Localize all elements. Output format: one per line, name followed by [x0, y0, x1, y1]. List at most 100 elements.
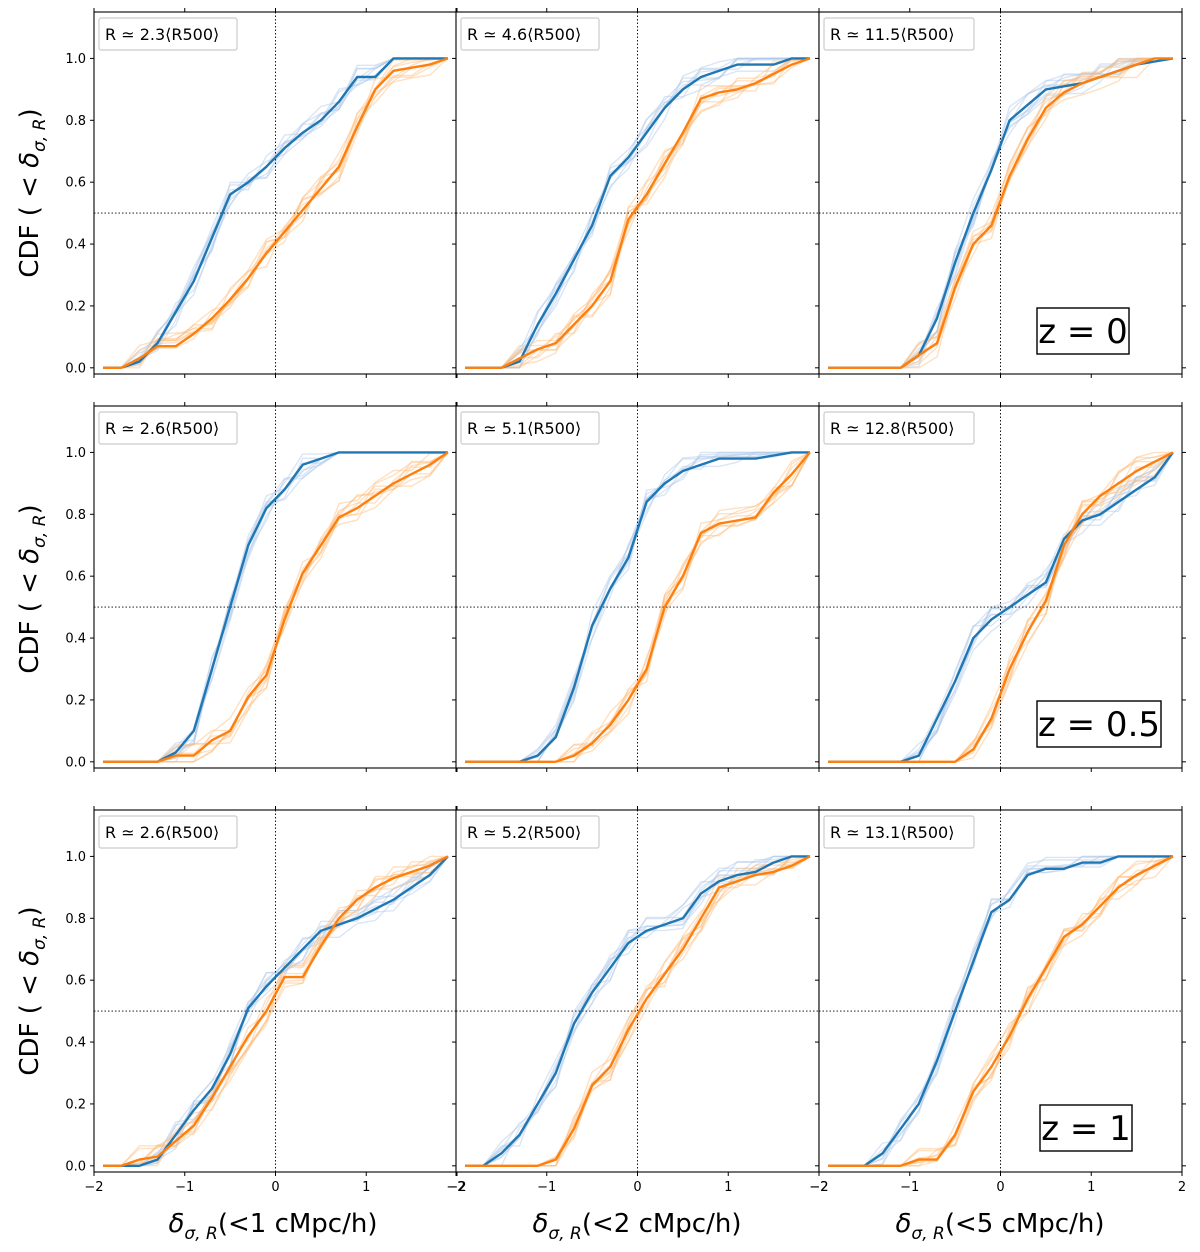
orange-realisation-line — [465, 57, 810, 369]
annotation-box — [98, 17, 238, 51]
redshift-box-row-2: z = 1 — [1039, 1104, 1133, 1152]
orange-series-line — [465, 57, 811, 369]
redshift-label: z = 0 — [1038, 312, 1128, 352]
annotation-label: R ≃ 2.3⟨R500⟩ — [105, 25, 219, 44]
blue-series-line — [465, 57, 810, 369]
xtick-label: 0 — [633, 1180, 641, 1195]
ylabel-row-0: CDF ( < δσ, R) — [15, 108, 50, 277]
orange-series-line — [465, 855, 811, 1168]
xtick-label: 1 — [724, 1180, 732, 1195]
ylabel-subscript: σ, R — [30, 916, 50, 949]
annotation-label: R ≃ 11.5⟨R500⟩ — [830, 25, 954, 44]
blue-realisation-line — [103, 855, 449, 1167]
blue-realisation-line — [465, 57, 810, 369]
panel-r1-c0: 0.0 0.2 0.4 0.6 0.8 1.0 R ≃ 2.6⟨R500⟩ — [65, 402, 461, 772]
blue-series-line — [465, 855, 810, 1168]
ytick-label: 0.0 — [65, 755, 86, 770]
xtick-label: 1 — [362, 1180, 370, 1195]
ylabel-symbol: δ — [15, 950, 45, 966]
xlabel-subscript: σ, R — [184, 1224, 217, 1244]
ytick-label: 0.4 — [65, 238, 86, 253]
panels-group: 0.0 0.2 0.4 0.6 0.8 1.0 R ≃ 2.3⟨R500⟩ R ≃ 4.6⟨R… — [65, 8, 1186, 1195]
xlabel-text: (<2 cMpc/h) — [582, 1209, 742, 1239]
ytick-label: 0.2 — [65, 693, 86, 708]
ytick-label: 0.6 — [65, 974, 86, 989]
ytick-label: 0.6 — [65, 176, 86, 191]
orange-realisation-line — [103, 855, 449, 1167]
svg-text:CDF ( < δσ, R): CDF ( < δσ, R) — [15, 108, 50, 277]
redshift-label: z = 1 — [1041, 1109, 1131, 1149]
xtick-label: −2 — [447, 1180, 466, 1195]
ylabel-row-1: CDF ( < δσ, R) — [15, 504, 50, 673]
orange-series-line — [465, 451, 811, 763]
panel-r1-c1: R ≃ 5.1⟨R500⟩ — [452, 402, 823, 772]
annotation-box — [823, 815, 975, 849]
svg-text:CDF ( < δσ, R): CDF ( < δσ, R) — [15, 906, 50, 1075]
ytick-label: 0.4 — [65, 632, 86, 647]
xtick-label: −1 — [900, 1180, 919, 1195]
redshift-box-row-1: z = 0.5 — [1036, 700, 1162, 748]
panel-r0-c2: R ≃ 11.5⟨R500⟩ — [815, 8, 1186, 378]
ytick-label: 0.2 — [65, 1097, 86, 1112]
xlabel-col-0: δσ, R(<1 cMpc/h) — [169, 1209, 378, 1244]
orange-realisation-line — [103, 57, 448, 369]
ytick-label: 0.0 — [65, 1159, 86, 1174]
ylabel-row-2: CDF ( < δσ, R) — [15, 906, 50, 1075]
redshift-box-frame — [1039, 1104, 1133, 1152]
annotation-label: R ≃ 2.6⟨R500⟩ — [105, 419, 219, 438]
ytick-label: 0.8 — [65, 508, 86, 523]
xlabel-text: (<1 cMpc/h) — [218, 1209, 378, 1239]
ylabel-symbol: δ — [15, 152, 45, 168]
ylabel-subscript: σ, R — [30, 118, 50, 151]
xlabel-symbol: δ — [533, 1209, 549, 1239]
blue-series-line — [103, 57, 448, 369]
plot-area — [94, 406, 457, 768]
panel-r2-c1: −2 −1 0 1 −2 R ≃ 5.2⟨R500⟩ — [446, 806, 829, 1195]
xtick-label: 1 — [1087, 1180, 1095, 1195]
annotation-box — [98, 411, 238, 445]
panel-r0-c1: R ≃ 4.6⟨R500⟩ — [452, 8, 823, 378]
annotation-box — [823, 411, 975, 445]
orange-series-line — [103, 451, 449, 763]
redshift-box-row-0: z = 0 — [1036, 307, 1130, 355]
orange-series-line — [828, 57, 1173, 369]
ytick-label: 0.6 — [65, 570, 86, 585]
xtick-label: −2 — [809, 1180, 828, 1195]
ylabel-subscript: σ, R — [30, 514, 50, 547]
annotation-label: R ≃ 13.1⟨R500⟩ — [830, 823, 954, 842]
orange-series-line — [828, 855, 1174, 1168]
ylabel-prefix: CDF ( < — [15, 168, 45, 278]
orange-series-line — [828, 451, 1174, 763]
blue-realisation-line — [465, 57, 810, 369]
annotation-box — [460, 815, 600, 849]
ylabel-suffix: ) — [15, 906, 45, 916]
redshift-box-frame — [1036, 307, 1130, 355]
ytick-label: 1.0 — [65, 446, 86, 461]
redshift-label: z = 0.5 — [1038, 705, 1160, 745]
ylabel-suffix: ) — [15, 108, 45, 118]
orange-realisation-line — [465, 57, 810, 369]
plot-area — [94, 12, 457, 374]
xtick-label: 0 — [996, 1180, 1004, 1195]
xlabel-symbol: δ — [896, 1209, 912, 1239]
xtick-label: −2 — [84, 1180, 103, 1195]
xtick-label: −1 — [175, 1180, 194, 1195]
redshift-box-frame — [1036, 700, 1162, 748]
annotation-box — [98, 815, 238, 849]
xtick-label: −1 — [537, 1180, 556, 1195]
xtick-label: 0 — [271, 1180, 279, 1195]
ytick-label: 1.0 — [65, 850, 86, 865]
ytick-label: 0.8 — [65, 114, 86, 129]
annotation-box — [823, 17, 975, 51]
ytick-label: 1.0 — [65, 52, 86, 67]
annotation-label: R ≃ 12.8⟨R500⟩ — [830, 419, 954, 438]
annotation-label: R ≃ 5.1⟨R500⟩ — [467, 419, 581, 438]
orange-series-line — [103, 57, 449, 369]
ylabel-symbol: δ — [15, 548, 45, 564]
ytick-label: 0.0 — [65, 361, 86, 376]
xlabel-col-2: δσ, R(<5 cMpc/h) — [896, 1209, 1105, 1244]
xlabel-subscript: σ, R — [548, 1224, 581, 1244]
orange-series-line — [103, 855, 449, 1168]
xtick-label: −2 — [446, 1180, 465, 1195]
